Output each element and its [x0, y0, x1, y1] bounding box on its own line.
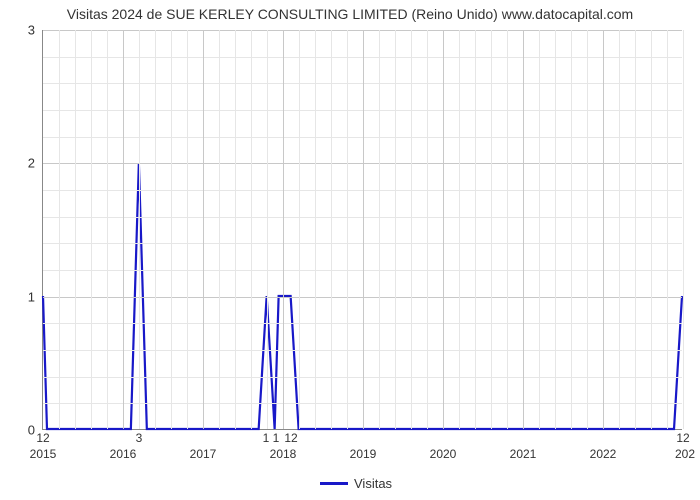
gridline-v-minor [459, 30, 460, 429]
x-tick-label: 2020 [430, 429, 457, 461]
gridline-v-minor [651, 30, 652, 429]
gridline-v-minor [219, 30, 220, 429]
gridline-v-minor [251, 30, 252, 429]
gridline-v-major [363, 30, 364, 429]
y-tick-label: 2 [28, 156, 43, 171]
gridline-v-minor [475, 30, 476, 429]
gridline-v-minor [539, 30, 540, 429]
gridline-v-minor [299, 30, 300, 429]
gridline-v-minor [411, 30, 412, 429]
legend-label: Visitas [354, 476, 392, 491]
chart-title: Visitas 2024 de SUE KERLEY CONSULTING LI… [0, 6, 700, 22]
y-tick-label: 1 [28, 289, 43, 304]
gridline-v-minor [427, 30, 428, 429]
gridline-v-minor [491, 30, 492, 429]
gridline-v-minor [107, 30, 108, 429]
visits-chart: Visitas 2024 de SUE KERLEY CONSULTING LI… [0, 0, 700, 500]
series-point-label: 3 [136, 429, 143, 445]
gridline-v-minor [555, 30, 556, 429]
gridline-v-minor [171, 30, 172, 429]
x-tick-label: 2016 [110, 429, 137, 461]
legend: Visitas [320, 476, 392, 491]
series-point-label: 12 [284, 429, 297, 445]
gridline-v-minor [139, 30, 140, 429]
series-point-label: 12 [676, 429, 689, 445]
gridline-v-minor [155, 30, 156, 429]
gridline-v-minor [91, 30, 92, 429]
gridline-v-major [283, 30, 284, 429]
gridline-v-minor [235, 30, 236, 429]
gridline-v-minor [187, 30, 188, 429]
gridline-v-minor [75, 30, 76, 429]
x-tick-label: 2017 [190, 429, 217, 461]
gridline-v-minor [331, 30, 332, 429]
gridline-v-minor [635, 30, 636, 429]
x-tick-label: 2021 [510, 429, 537, 461]
y-tick-label: 3 [28, 23, 43, 38]
gridline-v-minor [507, 30, 508, 429]
gridline-v-minor [379, 30, 380, 429]
gridline-v-minor [347, 30, 348, 429]
gridline-v-minor [571, 30, 572, 429]
gridline-v-major [203, 30, 204, 429]
gridline-v-minor [395, 30, 396, 429]
gridline-v-minor [619, 30, 620, 429]
plot-area: 0123201520162017201820192020202120222021… [42, 30, 682, 430]
gridline-v-major [603, 30, 604, 429]
gridline-v-minor [59, 30, 60, 429]
gridline-v-minor [267, 30, 268, 429]
x-tick-label: 2022 [590, 429, 617, 461]
series-point-label: 1 1 [263, 429, 280, 445]
gridline-v-minor [667, 30, 668, 429]
gridline-v-major [523, 30, 524, 429]
x-tick-label: 2019 [350, 429, 377, 461]
gridline-v-minor [587, 30, 588, 429]
gridline-v-minor [315, 30, 316, 429]
series-point-label: 12 [36, 429, 49, 445]
legend-swatch [320, 482, 348, 485]
gridline-v-major [123, 30, 124, 429]
gridline-v-minor [683, 30, 684, 429]
gridline-v-major [443, 30, 444, 429]
